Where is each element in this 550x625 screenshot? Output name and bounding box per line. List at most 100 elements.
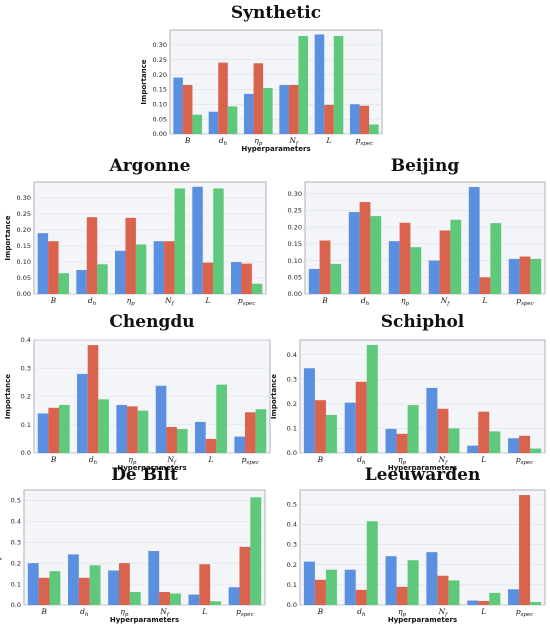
bar-s1-c1 bbox=[355, 381, 367, 453]
bar-s0-c3 bbox=[148, 551, 160, 605]
x-tick-label: Nf bbox=[438, 607, 449, 618]
x-tick-label: dh bbox=[357, 607, 366, 618]
y-tick-label: 0.25 bbox=[17, 210, 31, 218]
bar-s0-c1 bbox=[344, 569, 356, 605]
bar-s2-c5 bbox=[530, 258, 542, 294]
x-tick-label: B bbox=[321, 296, 328, 305]
bar-s0-c4 bbox=[467, 445, 479, 453]
x-tick-label: L bbox=[480, 607, 486, 616]
bar-s0-c0 bbox=[37, 413, 49, 453]
x-tick-label: pspec bbox=[516, 455, 534, 466]
bar-s2-c3 bbox=[450, 219, 462, 294]
bar-s2-c4 bbox=[210, 601, 222, 605]
bar-s0-c0 bbox=[303, 561, 315, 605]
bar-s0-c5 bbox=[508, 438, 520, 453]
bar-s2-c3 bbox=[176, 428, 188, 453]
y-tick-label: 0.0 bbox=[21, 449, 31, 457]
bar-s2-c4 bbox=[333, 35, 344, 134]
y-axis-label: Importance bbox=[4, 374, 12, 419]
y-tick-label: 0.1 bbox=[21, 421, 31, 429]
bar-s2-c0 bbox=[325, 569, 337, 605]
y-tick-label: 0.25 bbox=[288, 207, 302, 215]
bar-s2-c5 bbox=[250, 497, 262, 605]
x-tick-label: pspec bbox=[236, 607, 254, 618]
bar-s0-c4 bbox=[192, 186, 203, 294]
bar-s2-c5 bbox=[530, 601, 542, 605]
x-tick-label: ηp bbox=[254, 136, 263, 147]
bar-s0-c5 bbox=[350, 104, 360, 134]
bar-s0-c1 bbox=[348, 212, 360, 294]
bar-s0-c1 bbox=[67, 554, 79, 605]
plot-area bbox=[169, 29, 383, 135]
y-tick-label: 0.4 bbox=[11, 518, 21, 526]
x-tick-label: L bbox=[205, 296, 211, 305]
y-tick-label: 0.1 bbox=[287, 581, 297, 589]
y-tick-label: 0.1 bbox=[11, 580, 21, 588]
bar-s2-c2 bbox=[407, 405, 419, 453]
y-tick-label: 0.15 bbox=[17, 242, 31, 250]
x-axis-label: Hyperparameters bbox=[117, 464, 186, 472]
bar-s0-c2 bbox=[116, 404, 128, 453]
y-tick-label: 0.30 bbox=[153, 41, 167, 49]
bar-s1-c4 bbox=[199, 564, 211, 605]
bar-s0-c3 bbox=[153, 241, 165, 294]
bar-s1-c4 bbox=[478, 600, 490, 605]
chart-panel-0: Synthetic 0.00 0.05 0.10 0.15 0.20 0.25 0.30 B dh… bbox=[140, 3, 383, 153]
x-tick-label: ηp bbox=[401, 296, 410, 307]
bar-s0-c2 bbox=[115, 250, 126, 294]
bar-s2-c2 bbox=[410, 247, 422, 294]
bar-s1-c3 bbox=[439, 230, 451, 294]
bar-s1-c2 bbox=[396, 586, 408, 605]
bar-s2-c4 bbox=[489, 592, 501, 605]
bar-s0-c5 bbox=[508, 589, 520, 605]
bar-s1-c1 bbox=[359, 202, 371, 294]
y-tick-label: 0.3 bbox=[287, 376, 297, 384]
x-tick-label: B bbox=[50, 296, 57, 305]
y-tick-label: 0.5 bbox=[287, 500, 297, 508]
y-axis-label: Importance bbox=[4, 215, 12, 260]
bar-s2-c0 bbox=[58, 404, 70, 453]
bar-s1-c3 bbox=[164, 241, 175, 294]
x-tick-label: Nf bbox=[164, 296, 175, 307]
x-tick-label: dh bbox=[361, 296, 370, 307]
bar-s1-c2 bbox=[127, 406, 138, 453]
chart-title: Argonne bbox=[109, 156, 191, 176]
y-tick-label: 0.3 bbox=[287, 541, 297, 549]
x-tick-label: dh bbox=[219, 136, 228, 147]
chart-title: Leeuwarden bbox=[365, 465, 481, 485]
bar-s1-c5 bbox=[241, 263, 252, 294]
bar-s2-c3 bbox=[448, 428, 460, 453]
bar-s1-c2 bbox=[253, 63, 264, 134]
y-tick-label: 0.05 bbox=[17, 274, 31, 282]
x-tick-label: L bbox=[480, 455, 486, 464]
bar-s0-c2 bbox=[388, 241, 400, 294]
bar-s1-c1 bbox=[86, 217, 98, 294]
bar-s0-c3 bbox=[428, 260, 440, 294]
x-tick-label: pspec bbox=[238, 296, 256, 307]
y-tick-label: 0.2 bbox=[21, 393, 31, 401]
x-tick-label: dh bbox=[80, 607, 89, 618]
x-tick-label: ηp bbox=[398, 455, 407, 466]
bar-s1-c4 bbox=[202, 262, 214, 294]
x-tick-label: Nf bbox=[166, 455, 177, 466]
bar-s1-c5 bbox=[519, 495, 531, 605]
bar-s0-c2 bbox=[385, 428, 397, 453]
bar-s1-c1 bbox=[218, 62, 228, 134]
x-tick-label: L bbox=[201, 607, 207, 616]
x-tick-label: dh bbox=[89, 455, 98, 466]
x-tick-label: dh bbox=[88, 296, 97, 307]
bar-s2-c2 bbox=[135, 244, 147, 294]
bar-s2-c0 bbox=[58, 273, 69, 294]
bar-s2-c1 bbox=[98, 399, 109, 453]
x-axis-label: Hyperparameters bbox=[110, 616, 179, 624]
bar-s0-c3 bbox=[426, 387, 438, 453]
bar-s1-c2 bbox=[125, 217, 136, 294]
y-tick-label: 0.10 bbox=[153, 100, 167, 108]
y-tick-label: 0.0 bbox=[287, 601, 297, 609]
bar-s1-c3 bbox=[166, 427, 177, 453]
y-axis-label: Importance bbox=[0, 525, 2, 570]
